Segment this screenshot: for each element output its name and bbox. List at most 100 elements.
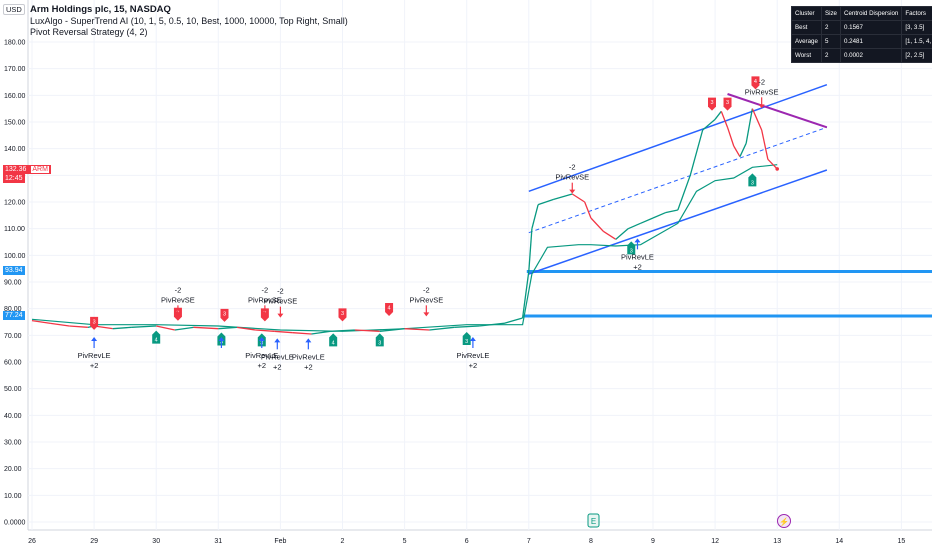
signal-arrow-head bbox=[469, 337, 476, 341]
y-tick-label: 70.00 bbox=[4, 333, 22, 340]
cell: Worst bbox=[791, 48, 822, 63]
price-segment bbox=[739, 143, 747, 157]
signal-short: PivRevSE-2 bbox=[555, 163, 589, 194]
signal-arrow-head bbox=[274, 338, 281, 343]
price-segment bbox=[767, 158, 778, 170]
badge-shape bbox=[748, 173, 757, 187]
trend-badge-down: 3 bbox=[707, 97, 716, 111]
last-price-point bbox=[775, 167, 779, 171]
signal-label: PivRevLE bbox=[261, 352, 294, 361]
currency-label[interactable]: USD bbox=[3, 4, 25, 15]
signal-arrow-head bbox=[174, 312, 181, 317]
price-segment bbox=[652, 212, 666, 219]
signal-qty: -2 bbox=[758, 77, 765, 86]
price-segment bbox=[255, 329, 275, 332]
signal-label: PivRevSE bbox=[264, 297, 298, 306]
signal-label: PivRevLE bbox=[456, 351, 489, 360]
signal-arrow-head bbox=[277, 313, 284, 318]
y-tick-label: 0.0000 bbox=[4, 520, 26, 527]
price-segment bbox=[665, 209, 678, 214]
badge-shape bbox=[329, 333, 338, 347]
signal-label: PivRevLE bbox=[245, 351, 278, 360]
price-segment bbox=[640, 217, 654, 224]
y-tick-label: 10.00 bbox=[4, 493, 22, 500]
x-tick-label: 9 bbox=[651, 538, 655, 545]
signal-short: PivRevSE-2 bbox=[248, 285, 282, 317]
price-segment bbox=[503, 317, 523, 324]
price-segment bbox=[193, 326, 219, 330]
cell: Average bbox=[791, 34, 822, 49]
cell: Best bbox=[791, 20, 822, 35]
price-segment bbox=[528, 228, 533, 272]
cell: 0.1567 bbox=[839, 20, 903, 35]
col-size: Size bbox=[820, 6, 841, 21]
y-tick-label: 110.00 bbox=[4, 226, 25, 233]
signal-qty: +2 bbox=[469, 361, 478, 370]
y-axis: 0.0000 10.00 20.00 30.00 40.00 50.00 60.00 70.0… bbox=[4, 40, 26, 527]
signal-label: PivRevSE bbox=[161, 295, 195, 304]
x-tick-label: 7 bbox=[527, 538, 531, 545]
signal-qty: -2 bbox=[262, 285, 269, 294]
signal-long: PivRevLE+2 bbox=[621, 238, 654, 271]
price-segment bbox=[112, 326, 132, 330]
price-segment bbox=[537, 198, 554, 206]
last-price-symbol: ARM bbox=[31, 166, 49, 173]
signal-arrow-head bbox=[261, 312, 268, 317]
signal-long: PivRevLE+2 bbox=[78, 337, 111, 370]
price-segment bbox=[479, 322, 505, 327]
trend-channel bbox=[528, 83, 828, 275]
price-segment bbox=[627, 222, 641, 230]
last-price: 132.36 bbox=[5, 166, 27, 173]
earnings-marker: E bbox=[591, 517, 596, 526]
trend-badge-down: 3 bbox=[90, 316, 99, 330]
signal-qty: +2 bbox=[304, 362, 313, 371]
signal-long bbox=[218, 337, 225, 348]
price-segment bbox=[429, 326, 455, 331]
price-segment bbox=[69, 325, 88, 328]
price-segment bbox=[31, 320, 51, 324]
trend-badge-up: 3 bbox=[375, 333, 384, 347]
signal-qty: +2 bbox=[633, 262, 642, 271]
event-markers: E ⚡ bbox=[587, 513, 791, 528]
badge-label: 4 bbox=[754, 79, 757, 85]
chart-grid bbox=[27, 0, 932, 531]
badge-shape bbox=[152, 330, 161, 344]
price-segment bbox=[714, 110, 722, 120]
y-tick-label: 80.00 bbox=[4, 306, 22, 313]
cell: [2, 2.5] bbox=[901, 48, 932, 63]
indicator-pivot-reversal[interactable]: Pivot Reversal Strategy (4, 2) bbox=[30, 27, 148, 37]
bar-countdown: 12:45 bbox=[3, 174, 25, 183]
signal-arrow-head bbox=[218, 337, 225, 341]
signal-long: PivRevLE+2 bbox=[292, 338, 325, 371]
badge-shape bbox=[90, 316, 99, 330]
earnings-marker-box[interactable] bbox=[587, 513, 600, 528]
price-segment bbox=[702, 118, 716, 131]
signal-qty: +2 bbox=[257, 361, 266, 370]
chart-legend: Arm Holdings plc, 15, NASDAQ LuxAlgo - S… bbox=[30, 4, 348, 39]
cluster-table: Cluster Size Centroid Dispersion Factors… bbox=[791, 6, 932, 63]
badge-shape bbox=[751, 76, 760, 90]
cell: 2 bbox=[820, 20, 841, 35]
indicator-supertrend[interactable]: LuxAlgo - SuperTrend AI (10, 1, 5, 0.5, … bbox=[30, 15, 348, 26]
table-row: Worst 2 0.0002 [2, 2.5] bbox=[791, 48, 932, 63]
signal-qty: -2 bbox=[569, 163, 576, 172]
price-segment bbox=[761, 129, 769, 160]
badge-label: 4 bbox=[388, 306, 391, 312]
price-segment bbox=[50, 322, 70, 327]
x-tick-label: 14 bbox=[835, 538, 843, 545]
channel-upper-line bbox=[528, 83, 828, 193]
signal-arrow-head bbox=[634, 238, 641, 243]
price-segment bbox=[745, 108, 753, 144]
trend-badge-up: 4 bbox=[329, 333, 338, 347]
y-tick-label: 180.00 bbox=[4, 40, 26, 47]
signal-short: PivRevSE-2 bbox=[409, 285, 443, 317]
signal-qty: -2 bbox=[423, 285, 430, 294]
badge-label: 4 bbox=[155, 338, 158, 344]
badge-shape bbox=[375, 333, 384, 347]
price-segment bbox=[531, 204, 539, 229]
dividend-marker-circle[interactable] bbox=[777, 514, 791, 528]
symbol-title[interactable]: Arm Holdings plc, 15, NASDAQ bbox=[30, 4, 171, 15]
signal-qty: +2 bbox=[273, 362, 282, 371]
price-segment bbox=[354, 329, 380, 332]
